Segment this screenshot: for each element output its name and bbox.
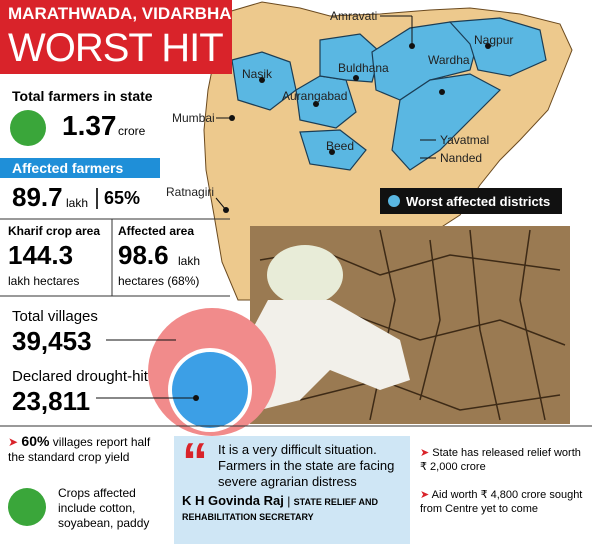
yield-value: 60%	[21, 433, 50, 449]
arrow: ➤	[420, 489, 430, 501]
map-label: Yavatmal	[440, 133, 489, 147]
map-districts	[231, 17, 547, 171]
farmers-value: 1.37	[62, 110, 117, 141]
quote-mark: “	[182, 433, 208, 491]
header-line1: MARATHWADA, VIDARBHA	[8, 4, 232, 23]
map-label: Nasik	[242, 67, 273, 81]
kharif-label: Kharif crop area	[8, 224, 101, 238]
crops-text: Crops affected include cotton, soyabean,…	[58, 486, 150, 530]
area-label: Affected area	[118, 224, 195, 238]
kharif-unit: lakh hectares	[8, 274, 80, 288]
legend-label: Worst affected districts	[406, 194, 550, 209]
map-label: Nagpur	[474, 33, 513, 47]
affected-label: Affected farmers	[12, 160, 124, 176]
relief-text: State has released relief worth ₹ 2,000 …	[420, 447, 581, 473]
photo-farmer	[252, 300, 410, 410]
header-banner: MARATHWADA, VIDARBHA WORST HIT	[0, 0, 232, 74]
district	[448, 17, 547, 77]
pointer-dot	[193, 395, 199, 401]
legend-swatch	[388, 195, 400, 207]
district	[391, 73, 501, 171]
district	[371, 21, 479, 101]
map-dots	[223, 43, 491, 213]
map-label: Wardha	[428, 53, 470, 67]
district	[319, 33, 381, 83]
crop-icon	[8, 488, 46, 526]
villages-value: 39,453	[12, 326, 92, 356]
relief-text: Aid worth ₹ 4,800 crore sought from Cent…	[420, 489, 583, 515]
yield-note: ➤ 60% villages report half the standard …	[8, 434, 168, 465]
quote-role: STATE RELIEF AND REHABILITATION SECRETAR…	[182, 497, 378, 522]
area-unit: lakh	[178, 254, 201, 268]
map-label: Amravati	[330, 9, 377, 23]
map-label: Nanded	[440, 151, 482, 165]
area-unit2: hectares (68%)	[118, 274, 200, 288]
farmers-label: Total farmers in state	[12, 88, 153, 104]
quote-box: “ It is a very difficult situation. Farm…	[174, 436, 410, 544]
affected-unit: lakh	[66, 196, 89, 210]
quote-name: K H Govinda Raj	[182, 493, 284, 508]
drought-circle	[172, 352, 248, 428]
drought-label: Declared drought-hit	[12, 368, 148, 385]
quote-text: It is a very difficult situation. Farmer…	[218, 442, 395, 489]
affected-bar: Affected farmers	[0, 158, 160, 178]
affected-share: 65%	[96, 188, 140, 209]
map-label: Mumbai	[172, 111, 215, 125]
farmer-icon	[10, 110, 46, 146]
kharif-value: 144.3	[8, 240, 74, 270]
map-label: Ratnagiri	[166, 185, 214, 199]
map-state	[203, 1, 573, 301]
legend-box	[380, 188, 562, 214]
villages-label: Total villages	[12, 308, 98, 325]
area-value: 98.6	[118, 240, 169, 270]
arrow: ➤	[8, 435, 19, 449]
yield-text: villages report half the standard crop y…	[8, 435, 151, 464]
map-label: Aurangabad	[282, 89, 347, 103]
header-line2: WORST HIT	[8, 26, 224, 70]
map-label: Buldhana	[338, 61, 389, 75]
drought-value: 23,811	[12, 386, 91, 416]
relief-item: ➤ State has released relief worth ₹ 2,00…	[420, 446, 586, 474]
affected-value: 89.7	[12, 182, 63, 212]
map-label: Beed	[326, 139, 354, 153]
farmers-unit: crore	[118, 124, 146, 138]
photo-turban	[267, 245, 343, 305]
relief-item: ➤ Aid worth ₹ 4,800 crore sought from Ce…	[420, 488, 586, 516]
arrow: ➤	[420, 447, 430, 459]
quote-source: K H Govinda Raj | STATE RELIEF AND REHAB…	[182, 493, 378, 523]
